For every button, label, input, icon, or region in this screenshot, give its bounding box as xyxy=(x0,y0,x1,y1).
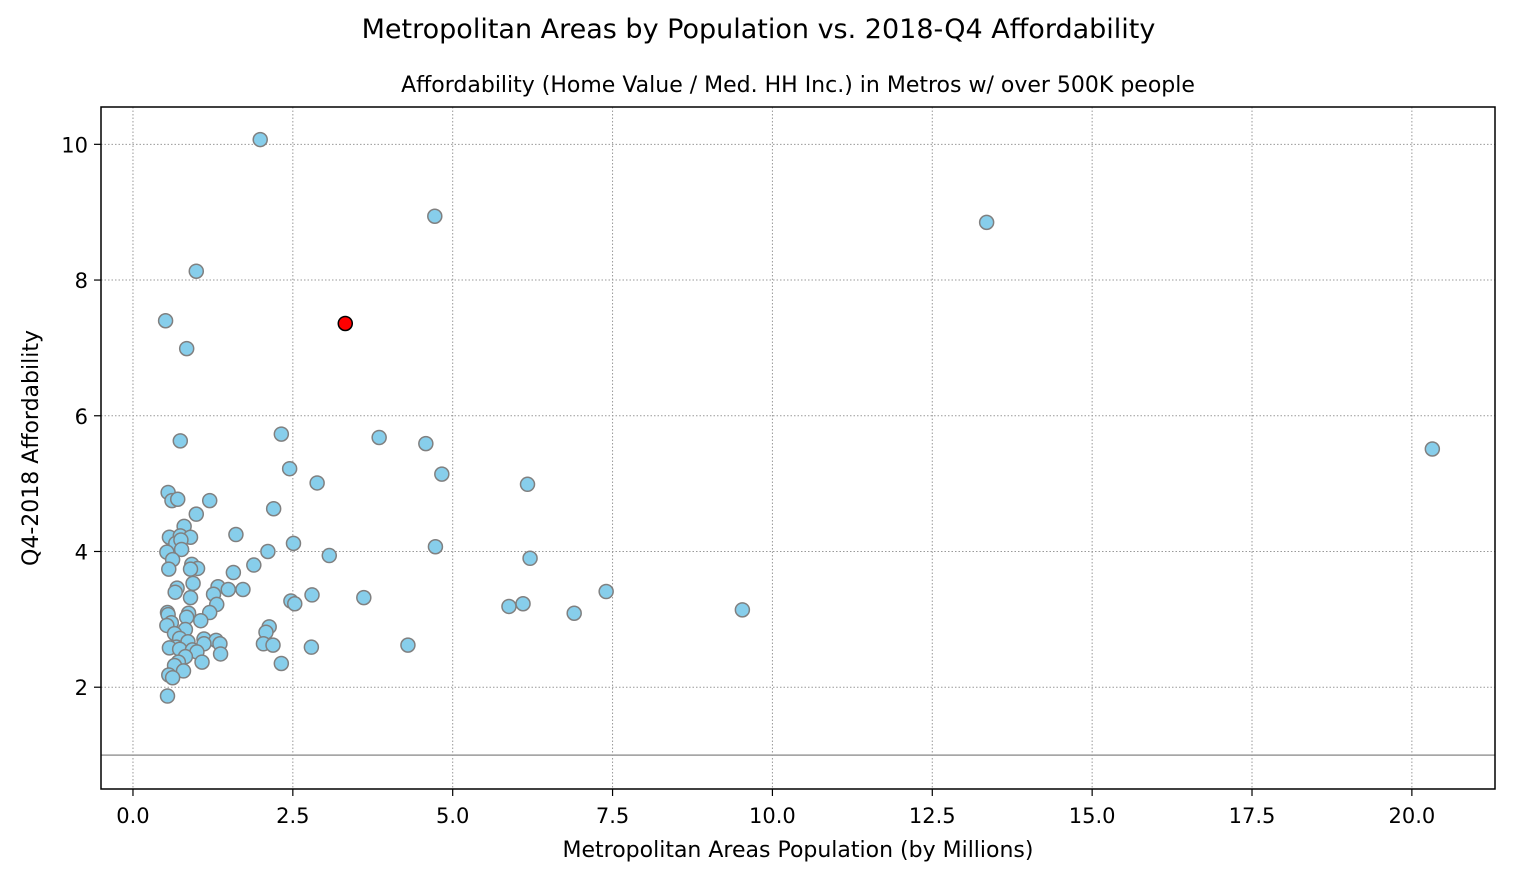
data-point xyxy=(273,426,290,442)
data-point xyxy=(427,208,443,225)
data-point xyxy=(188,263,205,279)
data-point xyxy=(427,538,444,555)
data-point xyxy=(1424,441,1441,457)
data-point xyxy=(281,460,298,477)
data-point xyxy=(371,429,387,446)
data-point xyxy=(159,688,176,704)
data-point xyxy=(566,605,582,621)
data-point xyxy=(418,435,434,452)
x-tick-label: 2.5 xyxy=(276,804,309,828)
data-point xyxy=(434,466,450,482)
data-point xyxy=(734,602,751,618)
x-tick-label: 10.0 xyxy=(749,804,796,828)
data-point xyxy=(201,492,218,509)
data-point xyxy=(178,340,195,357)
data-point xyxy=(212,646,229,662)
data-point xyxy=(194,654,210,670)
y-tick-label: 2 xyxy=(75,676,88,700)
x-tick-label: 5.0 xyxy=(436,804,469,828)
data-points xyxy=(157,131,1441,704)
data-point xyxy=(265,637,281,653)
x-tick-label: 20.0 xyxy=(1388,804,1435,828)
y-tick-label: 10 xyxy=(61,133,88,157)
data-point xyxy=(260,543,276,560)
data-point xyxy=(169,491,186,507)
data-point xyxy=(304,587,320,603)
data-point xyxy=(400,637,416,653)
x-axis-ticks: 0.0 2.5 5.0 7.5 10.0 12.5 15.0 17.5 20.0 xyxy=(116,789,1435,828)
y-tick-label: 8 xyxy=(75,269,88,293)
data-point xyxy=(175,663,192,679)
data-point xyxy=(172,433,189,449)
data-point xyxy=(235,581,251,598)
data-point xyxy=(309,475,325,491)
data-point xyxy=(246,557,262,573)
data-point xyxy=(598,583,614,600)
x-axis-label: Metropolitan Areas Population (by Millio… xyxy=(563,838,1034,863)
data-point xyxy=(265,500,282,517)
data-point xyxy=(303,639,320,655)
data-point xyxy=(287,595,303,612)
data-point xyxy=(220,581,237,598)
data-point xyxy=(252,131,268,148)
data-point xyxy=(167,584,183,600)
x-tick-label: 15.0 xyxy=(1069,804,1116,828)
data-point xyxy=(173,541,190,558)
data-point xyxy=(182,589,199,606)
y-axis-ticks: 2 4 6 8 10 xyxy=(61,133,101,700)
data-point xyxy=(321,547,338,564)
data-point xyxy=(978,214,995,231)
plot-frame xyxy=(100,106,1496,790)
figure-suptitle: Metropolitan Areas by Population vs. 201… xyxy=(361,14,1156,45)
data-point xyxy=(188,506,205,522)
y-tick-label: 6 xyxy=(75,405,88,429)
chart-title: Affordability (Home Value / Med. HH Inc.… xyxy=(401,73,1195,98)
y-axis-label: Q4-2018 Affordability xyxy=(19,330,44,566)
data-point xyxy=(285,535,302,552)
data-point xyxy=(193,612,209,629)
grid-lines xyxy=(101,107,1495,789)
data-point xyxy=(157,313,174,329)
data-point xyxy=(356,589,372,606)
highlight-point xyxy=(337,315,354,332)
data-point xyxy=(225,564,242,581)
data-point xyxy=(228,526,244,543)
data-point xyxy=(164,669,181,686)
x-tick-label: 0.0 xyxy=(116,804,149,828)
x-tick-label: 7.5 xyxy=(596,804,629,828)
data-point xyxy=(185,575,201,592)
y-tick-label: 4 xyxy=(75,540,88,564)
data-point xyxy=(161,561,177,577)
data-point xyxy=(522,550,538,567)
data-point xyxy=(519,476,536,493)
data-point xyxy=(515,595,531,612)
x-tick-label: 12.5 xyxy=(909,804,956,828)
data-point xyxy=(182,561,199,577)
data-point xyxy=(501,598,517,615)
data-point xyxy=(273,655,290,672)
x-tick-label: 17.5 xyxy=(1229,804,1276,828)
